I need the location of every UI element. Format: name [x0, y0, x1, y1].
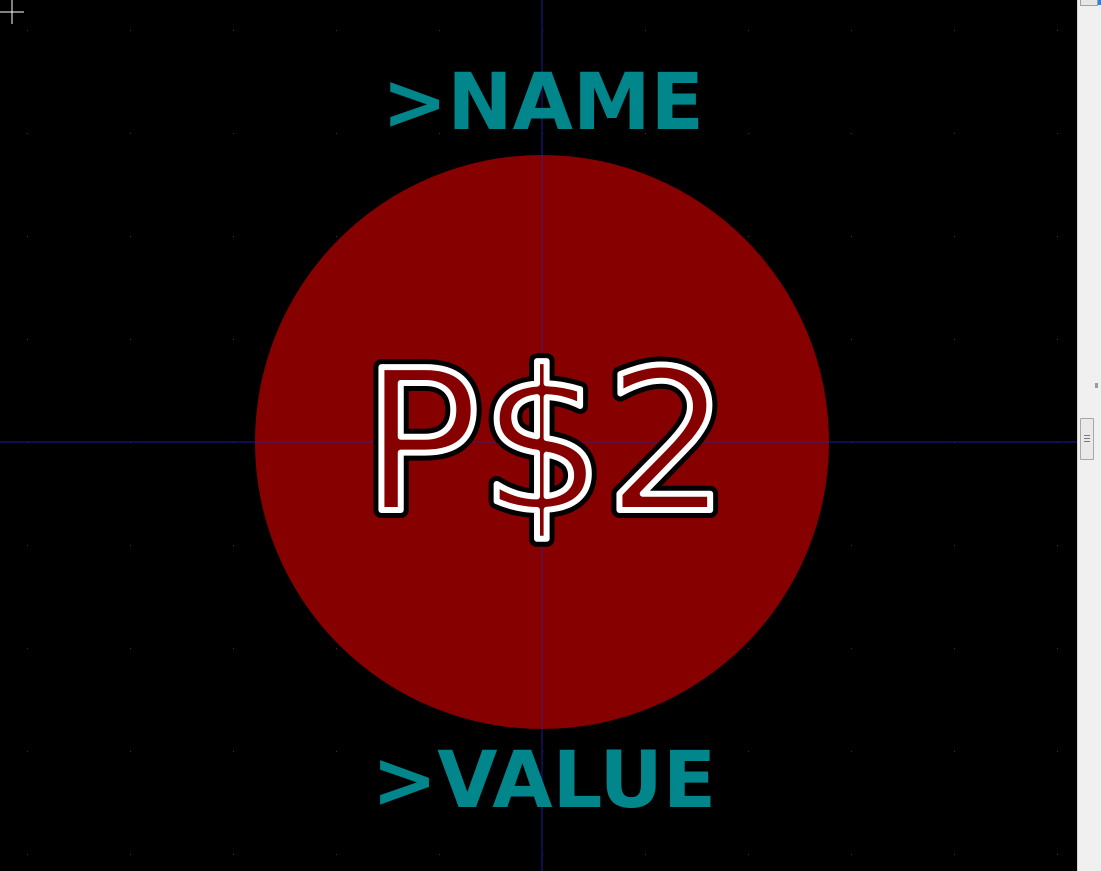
grid-dot — [748, 648, 749, 649]
grid-dot — [27, 236, 28, 237]
grid-dot — [1057, 648, 1058, 649]
grid-dot — [336, 236, 337, 237]
grid-dot — [233, 30, 234, 31]
grid-dot — [645, 133, 646, 134]
grid-dot — [27, 545, 28, 546]
grid-dot — [954, 751, 955, 752]
grid-dot — [748, 30, 749, 31]
grid-dot — [439, 133, 440, 134]
grid-dot — [27, 648, 28, 649]
grid-dot — [1057, 751, 1058, 752]
board-svg[interactable]: P$2 P$2 >NAME >VALUE — [0, 0, 1077, 871]
grid-dot — [336, 648, 337, 649]
grid-dot — [851, 751, 852, 752]
grid-dot — [233, 133, 234, 134]
grid-dot — [336, 854, 337, 855]
grid-dot — [748, 236, 749, 237]
scroll-up-button[interactable] — [1080, 0, 1101, 6]
grid-dot — [851, 30, 852, 31]
grid-dot — [130, 133, 131, 134]
grid-dot — [27, 854, 28, 855]
grid-dot — [27, 339, 28, 340]
grid-dot — [336, 30, 337, 31]
grid-dot — [130, 545, 131, 546]
grid-dot — [748, 854, 749, 855]
grid-dot — [954, 854, 955, 855]
grid-dot — [130, 339, 131, 340]
grid-dot — [233, 236, 234, 237]
grid-dot — [851, 648, 852, 649]
grid-dot — [233, 854, 234, 855]
grid-dot — [954, 339, 955, 340]
pad-label-outline: P$2 — [362, 329, 730, 557]
grid-dot — [851, 133, 852, 134]
grid-dot — [130, 751, 131, 752]
grid-dot — [439, 854, 440, 855]
grid-dot — [1057, 339, 1058, 340]
grid-dot — [748, 751, 749, 752]
grid-dot — [645, 854, 646, 855]
grid-dot — [336, 751, 337, 752]
grid-dot — [1057, 854, 1058, 855]
grid-dot — [954, 545, 955, 546]
grid-dot — [27, 30, 28, 31]
grid-dot — [233, 751, 234, 752]
grid-dot — [439, 751, 440, 752]
crosshair-cursor-icon — [0, 0, 24, 24]
grid-dot — [954, 30, 955, 31]
grid-dot — [851, 236, 852, 237]
grid-dot — [748, 133, 749, 134]
grid-dot — [336, 133, 337, 134]
scroll-position-marker — [1095, 383, 1098, 388]
grid-dot — [130, 236, 131, 237]
grid-dot — [130, 648, 131, 649]
grid-dot — [233, 545, 234, 546]
grid-dot — [27, 133, 28, 134]
grid-dot — [233, 648, 234, 649]
grid-dot — [851, 339, 852, 340]
grid-dot — [130, 30, 131, 31]
grid-dot — [851, 545, 852, 546]
grid-dot — [954, 236, 955, 237]
grid-dot — [1057, 133, 1058, 134]
grid-dot — [233, 339, 234, 340]
pad-label: P$2 — [362, 329, 730, 557]
grid-dot — [439, 30, 440, 31]
grid-dot — [954, 133, 955, 134]
grid-dot — [130, 854, 131, 855]
grid-dot — [851, 854, 852, 855]
grid-dot — [954, 648, 955, 649]
grid-dot — [1057, 30, 1058, 31]
grid-dot — [1057, 545, 1058, 546]
grid-dot — [1057, 236, 1058, 237]
pcb-canvas[interactable]: P$2 P$2 >NAME >VALUE — [0, 0, 1077, 871]
scroll-thumb[interactable] — [1080, 418, 1094, 460]
name-silkscreen-text[interactable]: >NAME — [382, 58, 704, 148]
grid-dot — [27, 751, 28, 752]
vertical-scrollbar[interactable] — [1077, 0, 1101, 871]
value-silkscreen-text[interactable]: >VALUE — [372, 736, 716, 826]
grid-dot — [645, 30, 646, 31]
grid-dot — [645, 751, 646, 752]
